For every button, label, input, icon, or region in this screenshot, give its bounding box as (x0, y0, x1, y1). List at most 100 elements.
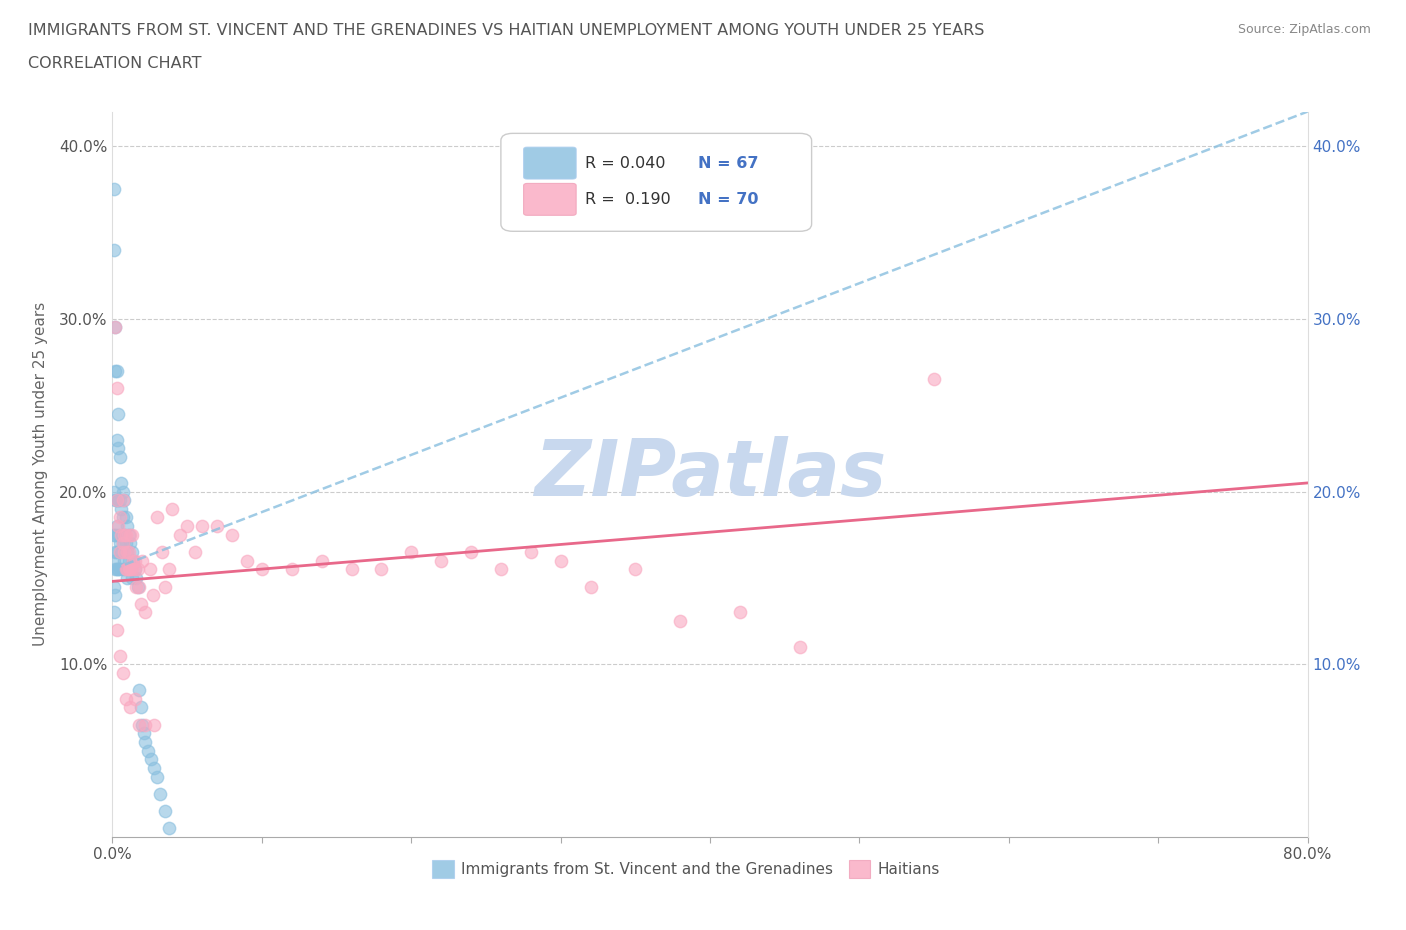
Point (121, 527, 143, 542)
Point (103, 527, 125, 542)
Point (103, 182, 125, 197)
Point (169, 527, 191, 542)
Point (110, 501, 132, 516)
Point (128, 683, 150, 698)
FancyBboxPatch shape (523, 147, 576, 179)
Point (122, 553, 145, 568)
Point (205, 519, 228, 534)
Point (124, 562, 146, 577)
Point (460, 545, 482, 560)
Point (118, 562, 141, 577)
Point (111, 485, 134, 499)
Point (104, 562, 127, 577)
Point (221, 527, 243, 542)
Point (131, 717, 153, 732)
Point (127, 579, 149, 594)
Point (108, 648, 131, 663)
Point (281, 562, 304, 577)
Point (183, 545, 205, 560)
Point (153, 804, 176, 818)
Point (108, 536, 131, 551)
Point (108, 510, 131, 525)
Point (108, 493, 131, 508)
Point (124, 553, 146, 568)
Point (142, 588, 165, 603)
Point (128, 579, 150, 594)
Point (127, 562, 149, 577)
Point (728, 605, 751, 620)
Point (125, 579, 148, 594)
Point (922, 372, 945, 387)
Point (107, 527, 129, 542)
Point (430, 553, 453, 568)
Point (311, 553, 333, 568)
Point (105, 380, 128, 395)
Point (141, 751, 163, 766)
Point (401, 545, 423, 560)
Point (370, 562, 392, 577)
Point (110, 475, 132, 490)
Point (550, 553, 572, 568)
Point (146, 769, 169, 784)
Point (122, 553, 145, 568)
Point (149, 787, 172, 802)
Point (104, 320, 127, 335)
Point (132, 726, 155, 741)
Point (191, 519, 214, 534)
Point (250, 562, 273, 577)
Point (340, 562, 363, 577)
Point (115, 562, 138, 577)
Point (121, 570, 143, 585)
Point (117, 519, 139, 534)
Point (103, 605, 125, 620)
Point (153, 579, 176, 594)
Text: N = 67: N = 67 (699, 155, 759, 170)
Point (107, 493, 129, 508)
Point (104, 320, 127, 335)
Point (105, 622, 128, 637)
Text: IMMIGRANTS FROM ST. VINCENT AND THE GRENADINES VS HAITIAN UNEMPLOYMENT AMONG YOU: IMMIGRANTS FROM ST. VINCENT AND THE GREN… (28, 23, 984, 38)
Text: R =  0.190: R = 0.190 (585, 192, 671, 206)
Point (104, 545, 127, 560)
Point (111, 536, 134, 551)
Point (489, 562, 512, 577)
Point (118, 545, 141, 560)
Point (105, 493, 128, 508)
Point (105, 432, 128, 447)
Point (150, 545, 173, 560)
Point (115, 562, 138, 577)
Point (114, 527, 135, 542)
Point (104, 493, 127, 508)
Text: ZIPatlas: ZIPatlas (534, 436, 886, 512)
Point (143, 717, 166, 732)
Point (103, 485, 125, 499)
Point (111, 562, 134, 577)
Point (114, 527, 135, 542)
Point (115, 691, 138, 706)
Point (103, 579, 125, 594)
Point (114, 553, 135, 568)
Point (131, 553, 153, 568)
Point (121, 545, 143, 560)
Point (134, 717, 156, 732)
Point (579, 579, 602, 594)
Point (789, 640, 811, 655)
Text: CORRELATION CHART: CORRELATION CHART (28, 56, 201, 71)
Point (111, 510, 134, 525)
Point (110, 545, 132, 560)
Point (107, 519, 129, 534)
Point (143, 761, 166, 776)
Point (134, 605, 156, 620)
Point (134, 735, 156, 750)
Point (120, 527, 142, 542)
Point (146, 510, 169, 525)
Point (108, 545, 131, 560)
Point (115, 510, 138, 525)
Point (114, 493, 135, 508)
Point (120, 562, 142, 577)
Point (120, 536, 142, 551)
Text: R = 0.040: R = 0.040 (585, 155, 665, 170)
Point (108, 449, 131, 464)
Point (176, 519, 198, 534)
Point (105, 519, 128, 534)
